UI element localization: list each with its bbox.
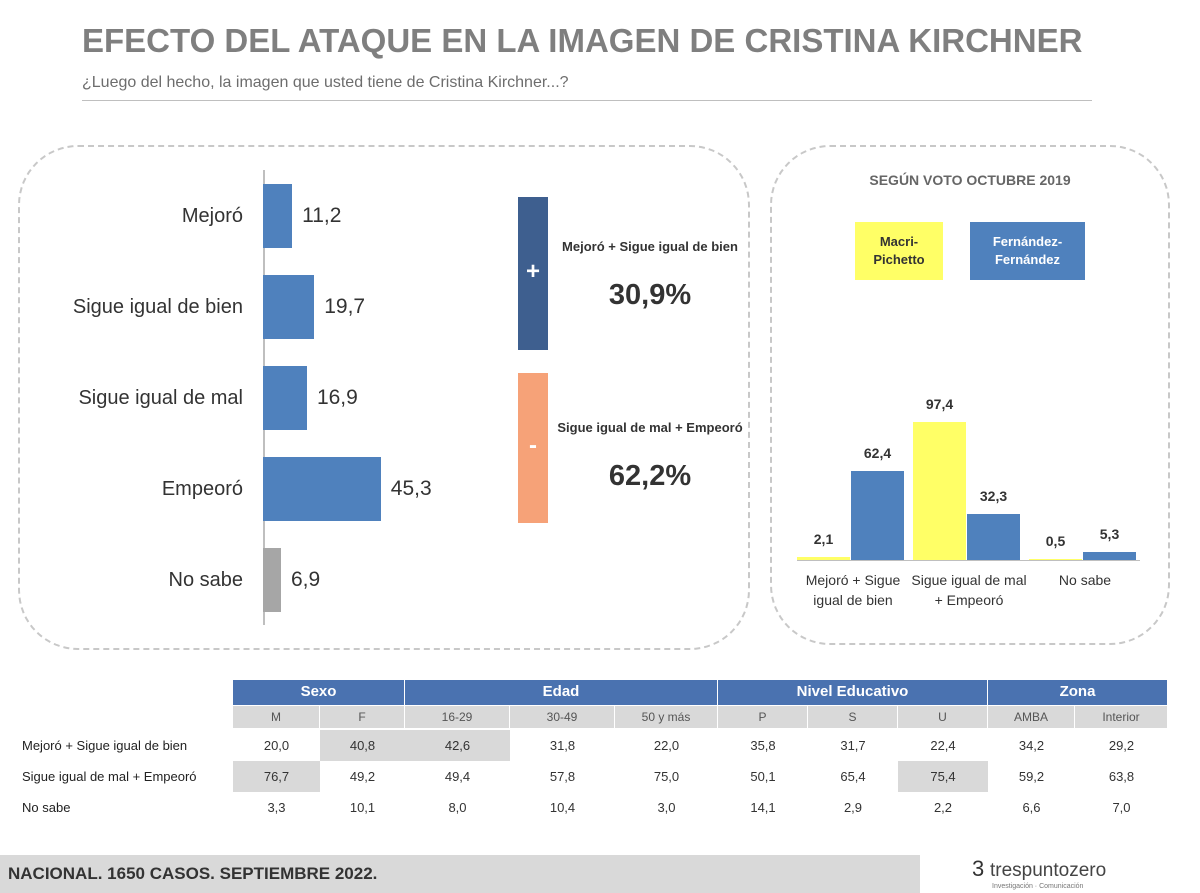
footer-band: [0, 855, 920, 893]
table-cell: 42,6: [405, 730, 510, 761]
table-cell: 31,7: [840, 738, 866, 753]
category-label: Sigue igual de bien: [72, 296, 243, 318]
row-label: Sigue igual de mal + Empeoró: [22, 769, 197, 784]
chart-title: SEGÚN VOTO OCTUBRE 2019: [869, 172, 1071, 188]
table-column-header: 16-29: [405, 706, 510, 728]
table-group-header: Sexo: [233, 680, 405, 705]
bar: [1083, 552, 1136, 560]
summary-label: Mejoró + Sigue igual de bien: [562, 239, 738, 254]
table-cell: 49,2: [349, 769, 376, 784]
bar: [913, 421, 966, 560]
row-label: Mejoró + Sigue igual de bien: [22, 738, 188, 753]
value-label: 97,4: [925, 395, 954, 412]
category-label: Sigue igual de mal: [78, 387, 243, 409]
category-label: Sigue igual de mal + Empeoró: [911, 572, 1027, 608]
table-cell: 65,4: [840, 769, 866, 784]
table-cell: 7,0: [1112, 800, 1131, 815]
value-label: 5,3: [1099, 526, 1120, 543]
baseline: [797, 560, 1140, 561]
summary-box: +: [518, 197, 548, 350]
table-cell: 10,1: [349, 800, 376, 815]
value-label: 6,9: [290, 568, 321, 591]
value-label: 19,7: [324, 295, 366, 318]
table-column-header: S: [808, 706, 898, 728]
table-cell: 8,0: [448, 800, 467, 815]
table-cell: 76,7: [233, 761, 320, 792]
table-cell: 14,1: [750, 800, 776, 815]
divider: [82, 100, 1092, 101]
value-label: 62,4: [863, 445, 892, 462]
legend-item: Fernández-Fernández: [970, 222, 1085, 280]
table-cell: 35,8: [750, 738, 776, 753]
table-cell: 75,4: [898, 761, 988, 792]
value-label: 16,9: [316, 386, 358, 409]
table-cell: 75,0: [653, 769, 680, 784]
row-label: No sabe: [22, 800, 71, 815]
table-cell: 3,0: [657, 800, 676, 815]
table-cell: 22,0: [653, 738, 680, 753]
summary-value: 30,9%: [608, 279, 692, 311]
table-column-header: U: [898, 706, 988, 728]
table-cell: 2,2: [933, 800, 953, 815]
bar: [263, 184, 293, 248]
left-panel: [18, 145, 750, 650]
summary-box: -: [518, 373, 548, 523]
table-group-header: Edad: [405, 680, 718, 705]
category-label: No sabe: [1058, 572, 1112, 588]
value-label: 11,2: [302, 204, 342, 227]
value-label: 0,5: [1045, 533, 1066, 550]
table-cell: 3,3: [267, 800, 286, 815]
table-cell: 49,4: [444, 769, 471, 784]
category-label: Mejoró: [181, 205, 243, 227]
table-column-header: M: [233, 706, 320, 728]
table-cell: 2,9: [843, 800, 863, 815]
table-column-header: F: [320, 706, 405, 728]
tagline: Investigación · Comunicación: [992, 883, 1084, 890]
bar: [263, 457, 381, 521]
table-cell: 22,4: [930, 738, 956, 753]
category-label: Mejoró + Sigue igual de bien: [805, 572, 901, 608]
table-cell: 6,6: [1022, 800, 1041, 815]
table-cell: 59,2: [1018, 769, 1045, 784]
table-column-header: 30-49: [510, 706, 615, 728]
logo-mark: 3: [972, 856, 985, 881]
bar: [1029, 559, 1082, 560]
bar: [967, 514, 1020, 560]
legend-item: Macri-Pichetto: [855, 222, 943, 280]
bar: [851, 471, 904, 560]
title: EFECTO DEL ATAQUE EN LA IMAGEN DE CRISTI…: [82, 22, 1083, 59]
table-cell: 20,0: [263, 738, 290, 753]
brand: trespuntozero: [990, 860, 1107, 881]
table-cell: 34,2: [1018, 738, 1045, 753]
category-label: Empeoró: [161, 478, 243, 500]
table-column-header: P: [718, 706, 808, 728]
bar: [263, 275, 315, 339]
bar: [797, 557, 850, 560]
table-cell: 40,8: [320, 730, 405, 761]
bar: [263, 366, 307, 430]
category-label: No sabe: [168, 569, 244, 591]
footer-note: NACIONAL. 1650 CASOS. SEPTIEMBRE 2022.: [8, 864, 378, 883]
right-panel: [770, 145, 1170, 645]
table-column-header: 50 y más: [615, 706, 718, 728]
value-label: 45,3: [390, 477, 432, 500]
table-group-header: Zona: [988, 680, 1168, 705]
table-cell: 10,4: [549, 800, 576, 815]
bar: [263, 548, 281, 612]
table-cell: 63,8: [1108, 769, 1135, 784]
table-cell: 31,8: [549, 738, 576, 753]
table-column-header: AMBA: [988, 706, 1075, 728]
summary-label: Sigue igual de mal + Empeoró: [557, 420, 743, 435]
table-cell: 29,2: [1108, 738, 1135, 753]
table-cell: 50,1: [750, 769, 776, 784]
summary-value: 62,2%: [608, 460, 692, 492]
table-cell: 57,8: [549, 769, 576, 784]
table-column-header: Interior: [1075, 706, 1168, 728]
subtitle: ¿Luego del hecho, la imagen que usted ti…: [82, 74, 569, 91]
value-label: 2,1: [813, 531, 834, 548]
table-group-header: Nivel Educativo: [718, 680, 988, 705]
value-label: 32,3: [979, 488, 1008, 505]
